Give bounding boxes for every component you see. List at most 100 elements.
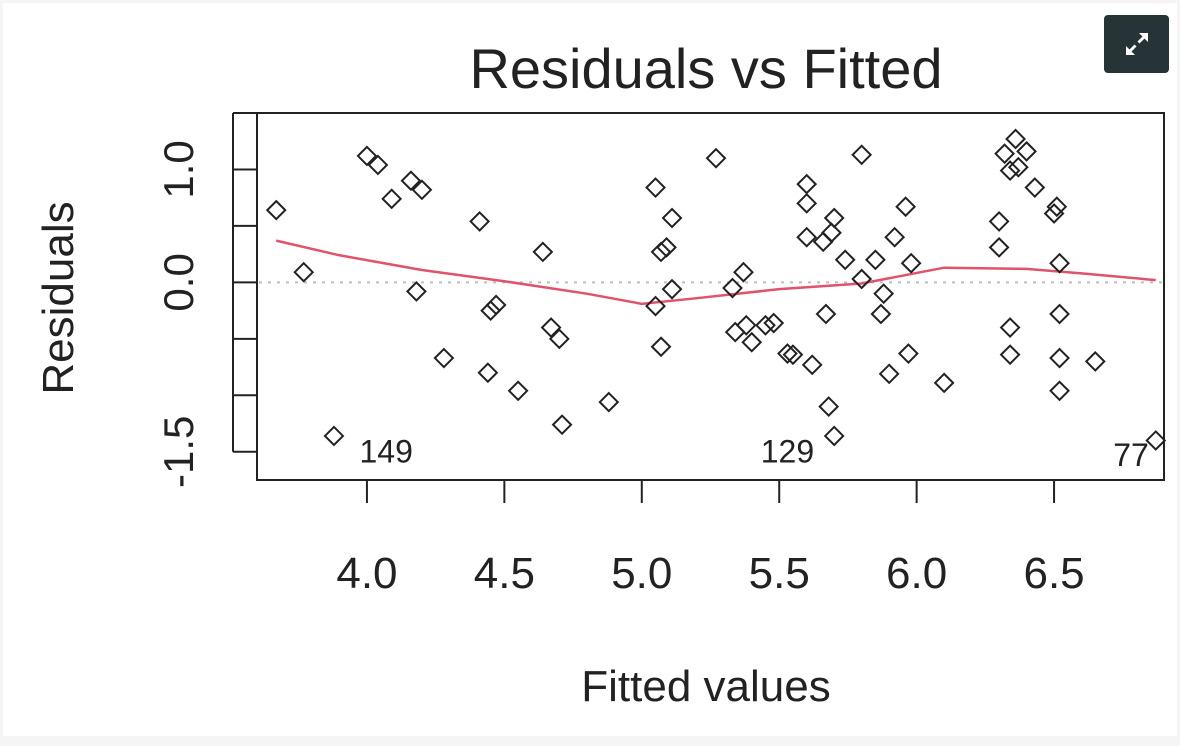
point-id-label: 129 (761, 434, 814, 470)
data-point (870, 303, 892, 325)
x-tick-label: 4.0 (336, 549, 397, 598)
data-point (265, 199, 287, 221)
data-point (796, 192, 818, 214)
data-point (507, 380, 529, 402)
data-point (884, 226, 906, 248)
data-point (999, 317, 1021, 338)
data-point (650, 336, 672, 358)
data-point (477, 362, 499, 384)
y-tick-label: 1.0 (155, 140, 202, 198)
x-axis-label: Fitted values (581, 662, 830, 711)
data-point (999, 160, 1021, 182)
data-point (650, 241, 672, 263)
y-axis-label: Residuals (34, 201, 83, 394)
x-tick-label: 6.0 (886, 549, 947, 598)
data-point (1049, 347, 1070, 369)
data-point (400, 170, 422, 192)
data-point (733, 261, 754, 283)
data-point (878, 363, 900, 385)
data-point (411, 179, 433, 201)
data-point (656, 236, 677, 258)
data-point (551, 414, 573, 436)
x-tick-label: 5.5 (749, 549, 810, 598)
smoother-line (275, 239, 1156, 306)
data-point (645, 295, 666, 317)
data-point (1049, 303, 1070, 325)
data-point (724, 321, 746, 343)
x-tick-label: 4.5 (474, 549, 535, 598)
y-tick-label: -1.5 (155, 416, 202, 488)
x-tick-label: 6.5 (1023, 549, 1084, 598)
y-axis: -1.5 0.0 1.0 (155, 112, 257, 488)
data-point (801, 354, 823, 376)
figure-panel: Residuals vs Fitted -1.5 0.0 1.0 4.0 4.5 5.0… (3, 3, 1177, 736)
data-point (1084, 351, 1106, 372)
data-point (1145, 430, 1167, 451)
data-point (381, 188, 403, 210)
data-point (812, 231, 834, 253)
data-point (323, 425, 345, 447)
data-point (823, 207, 845, 229)
data-point (661, 278, 683, 300)
data-point (897, 343, 919, 364)
data-point (598, 391, 620, 413)
data-point (1046, 196, 1068, 218)
data-point (1043, 203, 1065, 224)
data-point (796, 226, 818, 248)
data-point (933, 372, 955, 394)
data-point (999, 344, 1021, 366)
data-point (485, 294, 507, 316)
data-point (873, 283, 895, 305)
data-point (1007, 156, 1029, 178)
data-point (851, 268, 873, 290)
data-point (540, 317, 562, 338)
x-axis: 4.0 4.5 5.0 5.5 6.0 6.5 (336, 479, 1085, 598)
data-point (818, 396, 840, 418)
data-point (994, 143, 1016, 165)
data-point (293, 261, 315, 283)
data-point (1024, 177, 1046, 198)
data-point (705, 147, 727, 169)
data-points (265, 128, 1167, 451)
data-point (895, 196, 917, 218)
data-point (763, 312, 785, 334)
data-point (645, 177, 666, 198)
point-id-label: 77 (1113, 437, 1149, 473)
data-point (823, 425, 845, 447)
data-point (1049, 380, 1070, 402)
data-point (755, 314, 776, 336)
data-point (532, 241, 554, 263)
data-point (815, 303, 837, 325)
data-point (480, 300, 502, 322)
data-point (777, 343, 798, 364)
data-point (796, 173, 818, 195)
point-labels: 149 129 77 (359, 434, 1148, 473)
data-point (735, 314, 757, 336)
data-point (661, 207, 683, 229)
data-point (782, 344, 804, 366)
residuals-vs-fitted-chart: Residuals vs Fitted -1.5 0.0 1.0 4.0 4.5 5.0… (34, 37, 1167, 711)
data-point (741, 331, 763, 353)
y-tick-label: 0.0 (155, 253, 202, 311)
data-point (405, 281, 427, 302)
data-point (1016, 140, 1037, 162)
data-point (821, 222, 842, 244)
data-point (988, 236, 1010, 258)
point-id-label: 149 (359, 434, 412, 470)
data-point (367, 154, 389, 176)
data-point (851, 144, 873, 166)
data-point (722, 277, 743, 299)
chart-title: Residuals vs Fitted (469, 37, 942, 100)
x-tick-label: 5.0 (611, 549, 672, 598)
data-point (988, 210, 1010, 232)
data-point (548, 328, 570, 350)
data-point (1049, 252, 1070, 274)
data-point (864, 249, 886, 271)
expand-arrows-icon (1122, 29, 1152, 59)
data-point (834, 249, 856, 271)
expand-button[interactable] (1104, 15, 1169, 73)
data-point (469, 210, 491, 232)
data-point (356, 145, 378, 167)
data-point (1005, 128, 1026, 150)
data-point (433, 347, 455, 369)
